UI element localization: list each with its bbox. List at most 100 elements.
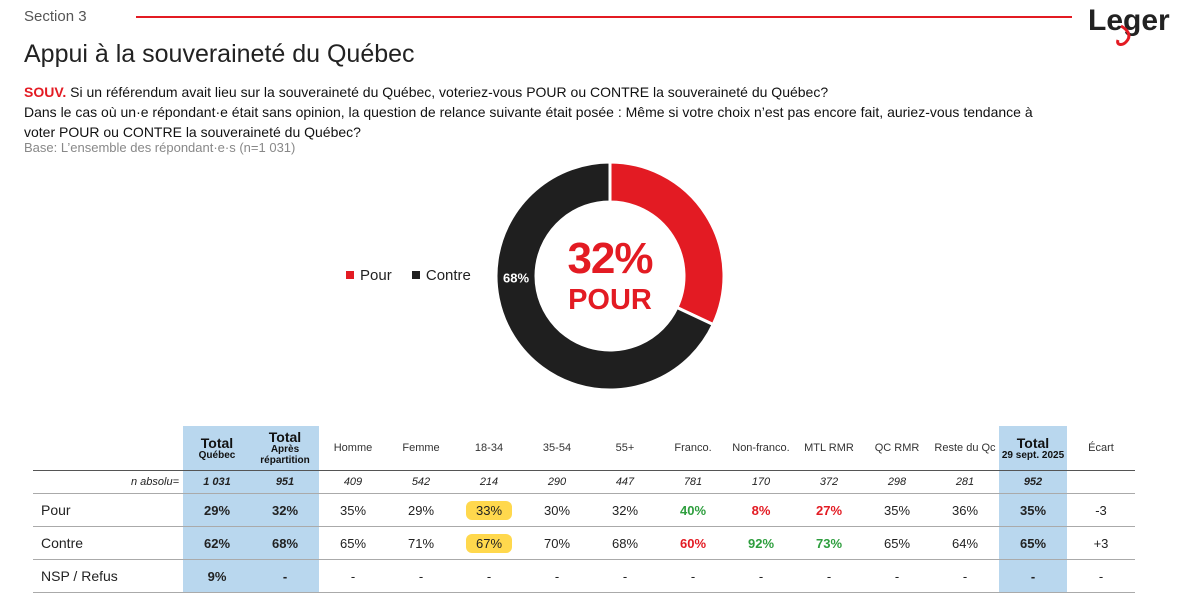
column-header-sub: 29 sept. 2025 [1001, 449, 1065, 461]
table-cell: - [999, 559, 1067, 593]
n-absolute-row: n absolu= 1 031 951 409 542 214 290 447 781 170 37… [33, 470, 1135, 494]
section-label: Section 3 [24, 8, 87, 25]
column-header-11: Reste du Qc [934, 442, 996, 454]
table-cell: 27% [795, 493, 863, 527]
table-cell: - [455, 559, 523, 593]
table-cell: 65% [999, 526, 1067, 560]
table-header-row: Total Québec Total Après répartition Homme Fe… [33, 426, 1135, 471]
donut-center-value: 32% [567, 234, 653, 283]
base-text: Base: L’ensemble des répondant·e·s (n=1 … [24, 140, 296, 155]
column-header-3: Femme [402, 442, 440, 454]
table-cell: - [1067, 559, 1135, 593]
column-header-12: Total 29 sept. 2025 [999, 426, 1067, 471]
highlighter-mark: 67% [465, 533, 513, 553]
donut-slice-pour [608, 160, 726, 327]
table-cell: 40% [659, 493, 727, 527]
n-value: 409 [319, 470, 387, 494]
n-value: 447 [591, 470, 659, 494]
column-header-0: Total Québec [183, 426, 251, 471]
table-cell: 29% [183, 493, 251, 527]
table-cell: 68% [591, 526, 659, 560]
legend-label-contre: Contre [425, 266, 471, 284]
table-cell: - [319, 559, 387, 593]
legend-swatch-contre [411, 271, 420, 279]
table-cell: - [863, 559, 931, 593]
legend-item-contre: Contre [411, 266, 471, 284]
column-header-name: Total [1016, 434, 1050, 451]
table-cell: 36% [931, 493, 999, 527]
column-header-name: Total [268, 429, 302, 445]
donut-center-label: POUR [568, 284, 652, 316]
n-value: 281 [931, 470, 999, 494]
table-row-contre: Contre 62% 68% 65% 71% 67% 70% 68% 60% 92% 73% 65% 6… [33, 526, 1135, 560]
table-cell: 67% [455, 526, 523, 560]
column-header-sub: Québec [198, 449, 236, 461]
column-header-sub: Après répartition [260, 444, 310, 466]
table-cell: 33% [455, 493, 523, 527]
row-label: NSP / Refus [33, 559, 183, 593]
legend-item-pour: Pour [346, 267, 392, 284]
header-blank [33, 426, 183, 471]
column-header-7: Franco. [674, 442, 712, 454]
column-header-5: 35-54 [542, 442, 572, 454]
column-header-8: Non-franco. [732, 442, 790, 454]
legend-swatch-pour [346, 271, 354, 279]
table-cell: - [795, 559, 863, 593]
table-cell: -3 [1067, 493, 1135, 527]
question-code: SOUV. [24, 84, 67, 100]
column-header-1: Total Après répartition [251, 426, 319, 471]
table-cell: 73% [795, 526, 863, 560]
table-cell: 32% [251, 493, 319, 527]
row-label: Pour [33, 493, 183, 527]
column-header-4: 18-34 [474, 442, 504, 454]
question-line1: Si un référendum avait lieu sur la souve… [66, 84, 829, 100]
table-cell: 65% [863, 526, 931, 560]
table-cell: 29% [387, 493, 455, 527]
column-header-9: MTL RMR [804, 442, 854, 454]
table-cell: - [659, 559, 727, 593]
table-cell: - [387, 559, 455, 593]
question-line2: Dans le cas où un·e répondant·e était sa… [24, 104, 1033, 140]
table-cell: 30% [523, 493, 591, 527]
table-cell: +3 [1067, 526, 1135, 560]
table-cell: 68% [251, 526, 319, 560]
table-cell: 35% [999, 493, 1067, 527]
table-cell: 35% [319, 493, 387, 527]
n-value: 951 [251, 470, 319, 494]
highlighter-mark: 33% [465, 500, 513, 520]
table-cell: - [523, 559, 591, 593]
n-value: 542 [387, 470, 455, 494]
table-cell: 92% [727, 526, 795, 560]
column-header-6: 55+ [615, 442, 635, 454]
n-value [1067, 470, 1135, 494]
n-value: 1 031 [183, 470, 251, 494]
table-cell: 65% [319, 526, 387, 560]
table-cell: - [931, 559, 999, 593]
top-rule [136, 16, 1072, 18]
donut-slice-contre [494, 160, 716, 392]
leger-logo: Leger [1088, 4, 1170, 46]
legend-label-pour: Pour [360, 266, 392, 284]
logo-swoosh-icon [1116, 24, 1131, 46]
n-value: 290 [523, 470, 591, 494]
n-value: 298 [863, 470, 931, 494]
table-cell: - [591, 559, 659, 593]
column-header-10: QC RMR [874, 442, 920, 454]
n-value: 170 [727, 470, 795, 494]
question-text: SOUV. Si un référendum avait lieu sur la… [24, 82, 1064, 142]
table-row-nsp-refus: NSP / Refus 9% - - - - - - - - - - - - - [33, 559, 1135, 593]
n-absolute-label: n absolu= [33, 470, 183, 494]
column-header-name: Total [200, 434, 234, 451]
table-row-pour: Pour 29% 32% 35% 29% 33% 30% 32% 40% 8% 27% 35% 36% 3… [33, 493, 1135, 527]
n-value: 781 [659, 470, 727, 494]
table-cell: 60% [659, 526, 727, 560]
n-value: 214 [455, 470, 523, 494]
page-title: Appui à la souveraineté du Québec [24, 40, 415, 68]
column-header-13: Écart [1088, 442, 1114, 454]
column-header-2: Homme [333, 442, 373, 454]
table-cell: 70% [523, 526, 591, 560]
n-value: 372 [795, 470, 863, 494]
table-cell: 62% [183, 526, 251, 560]
table-cell: - [727, 559, 795, 593]
table-cell: 9% [183, 559, 251, 593]
